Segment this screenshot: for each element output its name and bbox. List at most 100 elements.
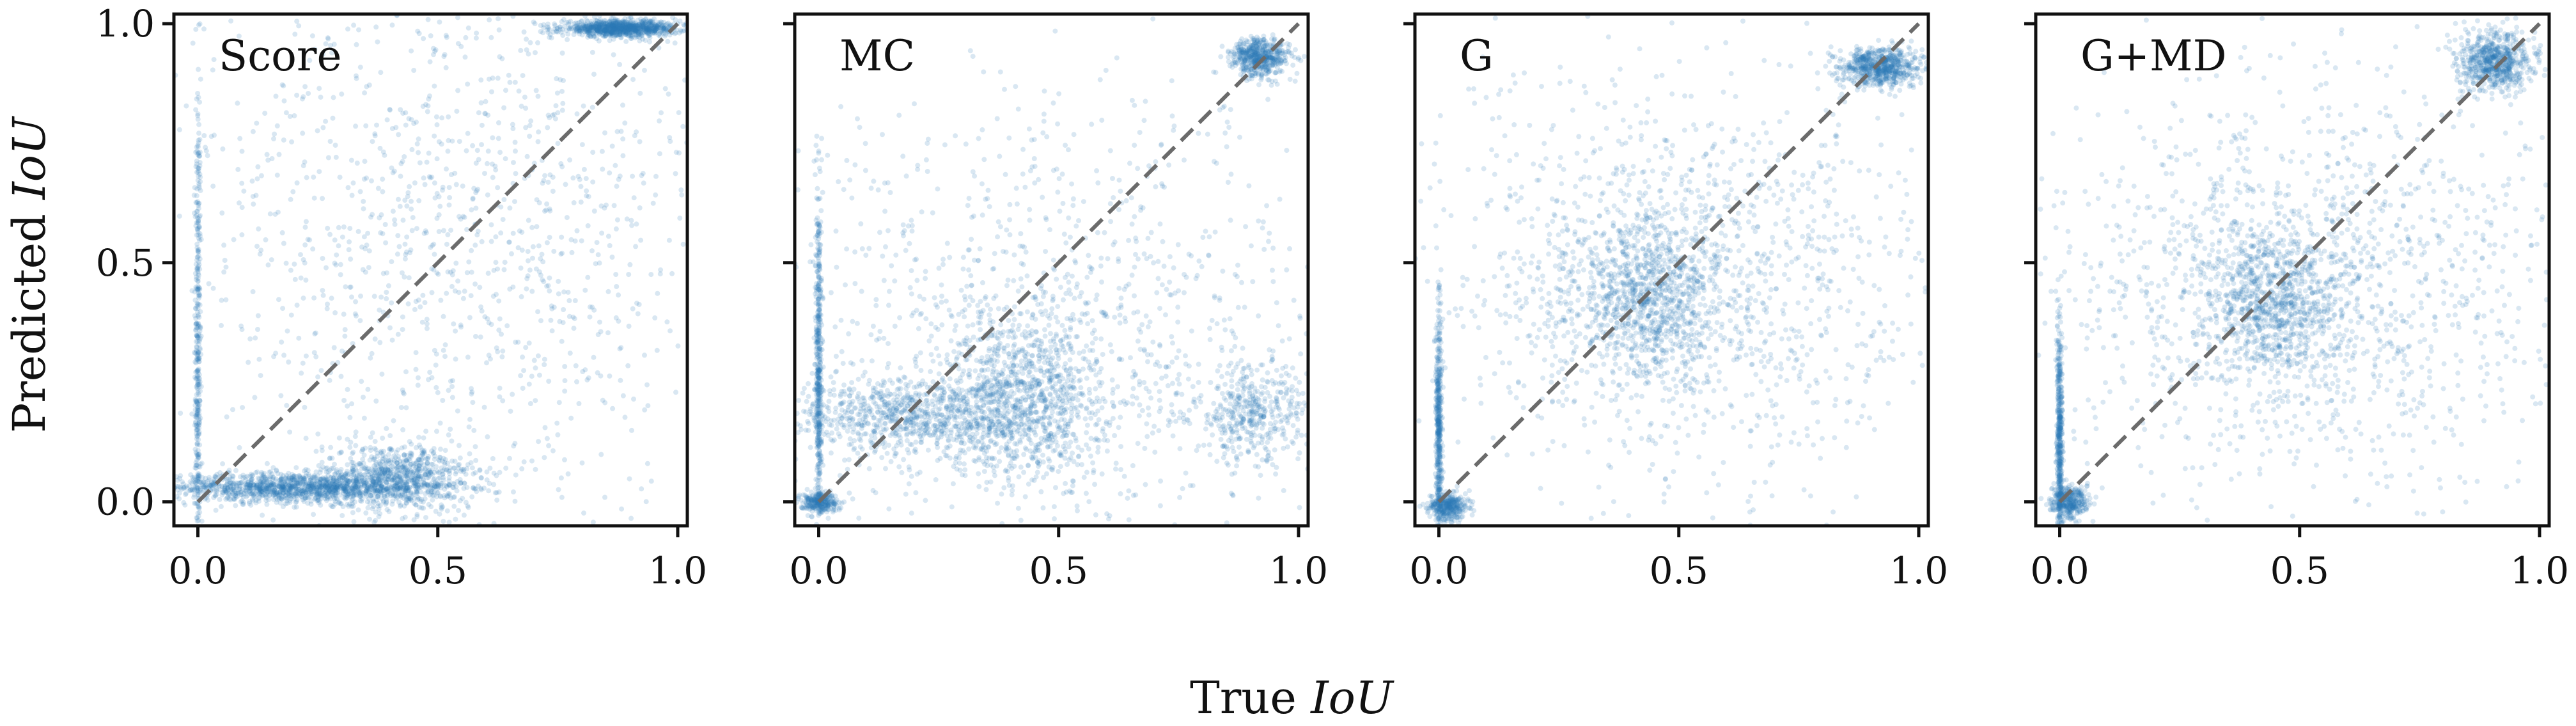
scatter-point (354, 478, 360, 484)
scatter-point (567, 157, 573, 163)
scatter-point (302, 476, 307, 482)
scatter-point (380, 470, 386, 476)
scatter-point (362, 480, 368, 486)
scatter-point (479, 239, 485, 244)
scatter-point (251, 482, 257, 488)
scatter-point (300, 488, 306, 494)
scatter-point (332, 143, 338, 148)
scatter-point (587, 314, 593, 320)
scatter-point (622, 120, 628, 126)
scatter-point (432, 485, 437, 491)
scatter-point (403, 252, 409, 257)
scatter-point (334, 252, 340, 258)
scatter-point (243, 481, 249, 487)
scatter-point (198, 336, 203, 341)
scatter-point (322, 491, 327, 497)
scatter-point (678, 187, 684, 193)
scatter-point (371, 483, 377, 489)
scatter-point (475, 228, 481, 234)
scatter-point (274, 468, 279, 474)
scatter-point (342, 480, 348, 486)
scatter-point (470, 143, 476, 148)
scatter-point (254, 484, 260, 490)
scatter-point (313, 354, 319, 359)
scatter-point (437, 493, 443, 499)
scatter-point (364, 487, 370, 493)
scatter-point (235, 480, 241, 486)
scatter-point (458, 43, 464, 49)
scatter-point (299, 484, 305, 490)
scatter-point (407, 450, 413, 456)
scatter-point (224, 489, 229, 494)
scatter-point (201, 482, 207, 488)
scatter-point (339, 486, 345, 491)
scatter-point (389, 477, 394, 483)
scatter-point (192, 488, 198, 494)
scatter-point (322, 487, 327, 493)
scatter-point (231, 496, 237, 502)
scatter-point (192, 351, 198, 356)
scatter-point (353, 482, 359, 487)
scatter-point (578, 184, 584, 189)
scatter-point (403, 122, 409, 128)
scatter-point (278, 477, 284, 482)
scatter-point (311, 481, 317, 487)
scatter-point (192, 398, 198, 404)
scatter-point (286, 359, 292, 365)
scatter-point (255, 475, 261, 481)
scatter-point (208, 479, 214, 485)
scatter-point (219, 484, 224, 489)
scatter-point (465, 503, 471, 509)
scatter-point (470, 196, 476, 202)
scatter-point (257, 480, 263, 485)
scatter-point (596, 38, 602, 43)
scatter-point (337, 484, 343, 489)
scatter-point (224, 490, 230, 496)
scatter-point (439, 458, 445, 464)
scatter-point (394, 464, 400, 470)
scatter-point (680, 123, 686, 129)
scatter-point (605, 330, 611, 336)
scatter-point (195, 356, 201, 361)
scatter-point (437, 19, 442, 25)
scatter-point (462, 54, 468, 60)
scatter-point (306, 481, 312, 487)
scatter-point (331, 484, 337, 490)
scatter-point (389, 485, 394, 491)
scatter-point (653, 173, 659, 179)
scatter-point (358, 471, 364, 477)
scatter-point (452, 288, 458, 294)
scatter-point (330, 480, 336, 486)
scatter-point (196, 315, 202, 320)
scatter-point (320, 475, 325, 481)
scatter-point (318, 484, 324, 489)
scatter-point (194, 265, 200, 271)
scatter-point (613, 315, 619, 320)
scatter-point (317, 484, 323, 489)
scatter-point (398, 173, 403, 179)
scatter-point (418, 304, 423, 310)
scatter-point (496, 120, 501, 125)
scatter-point (424, 326, 430, 331)
scatter-point (384, 425, 389, 431)
scatter-point (287, 429, 293, 435)
scatter-point (499, 354, 505, 359)
scatter-point (197, 464, 203, 470)
scatter-point (423, 491, 428, 496)
scatter-point (355, 507, 361, 513)
scatter-point (281, 484, 286, 490)
scatter-point (196, 392, 202, 398)
scatter-point (197, 266, 203, 272)
scatter-point (198, 484, 203, 490)
scatter-point (192, 210, 197, 216)
scatter-point (669, 271, 675, 276)
scatter-point (581, 166, 587, 172)
scatter-point (319, 484, 325, 489)
scatter-point (270, 482, 276, 488)
scatter-point (195, 352, 201, 357)
scatter-point (320, 288, 325, 294)
scatter-point (536, 372, 542, 378)
scatter-point (453, 182, 459, 187)
scatter-point (334, 485, 340, 491)
scatter-point (180, 479, 185, 485)
